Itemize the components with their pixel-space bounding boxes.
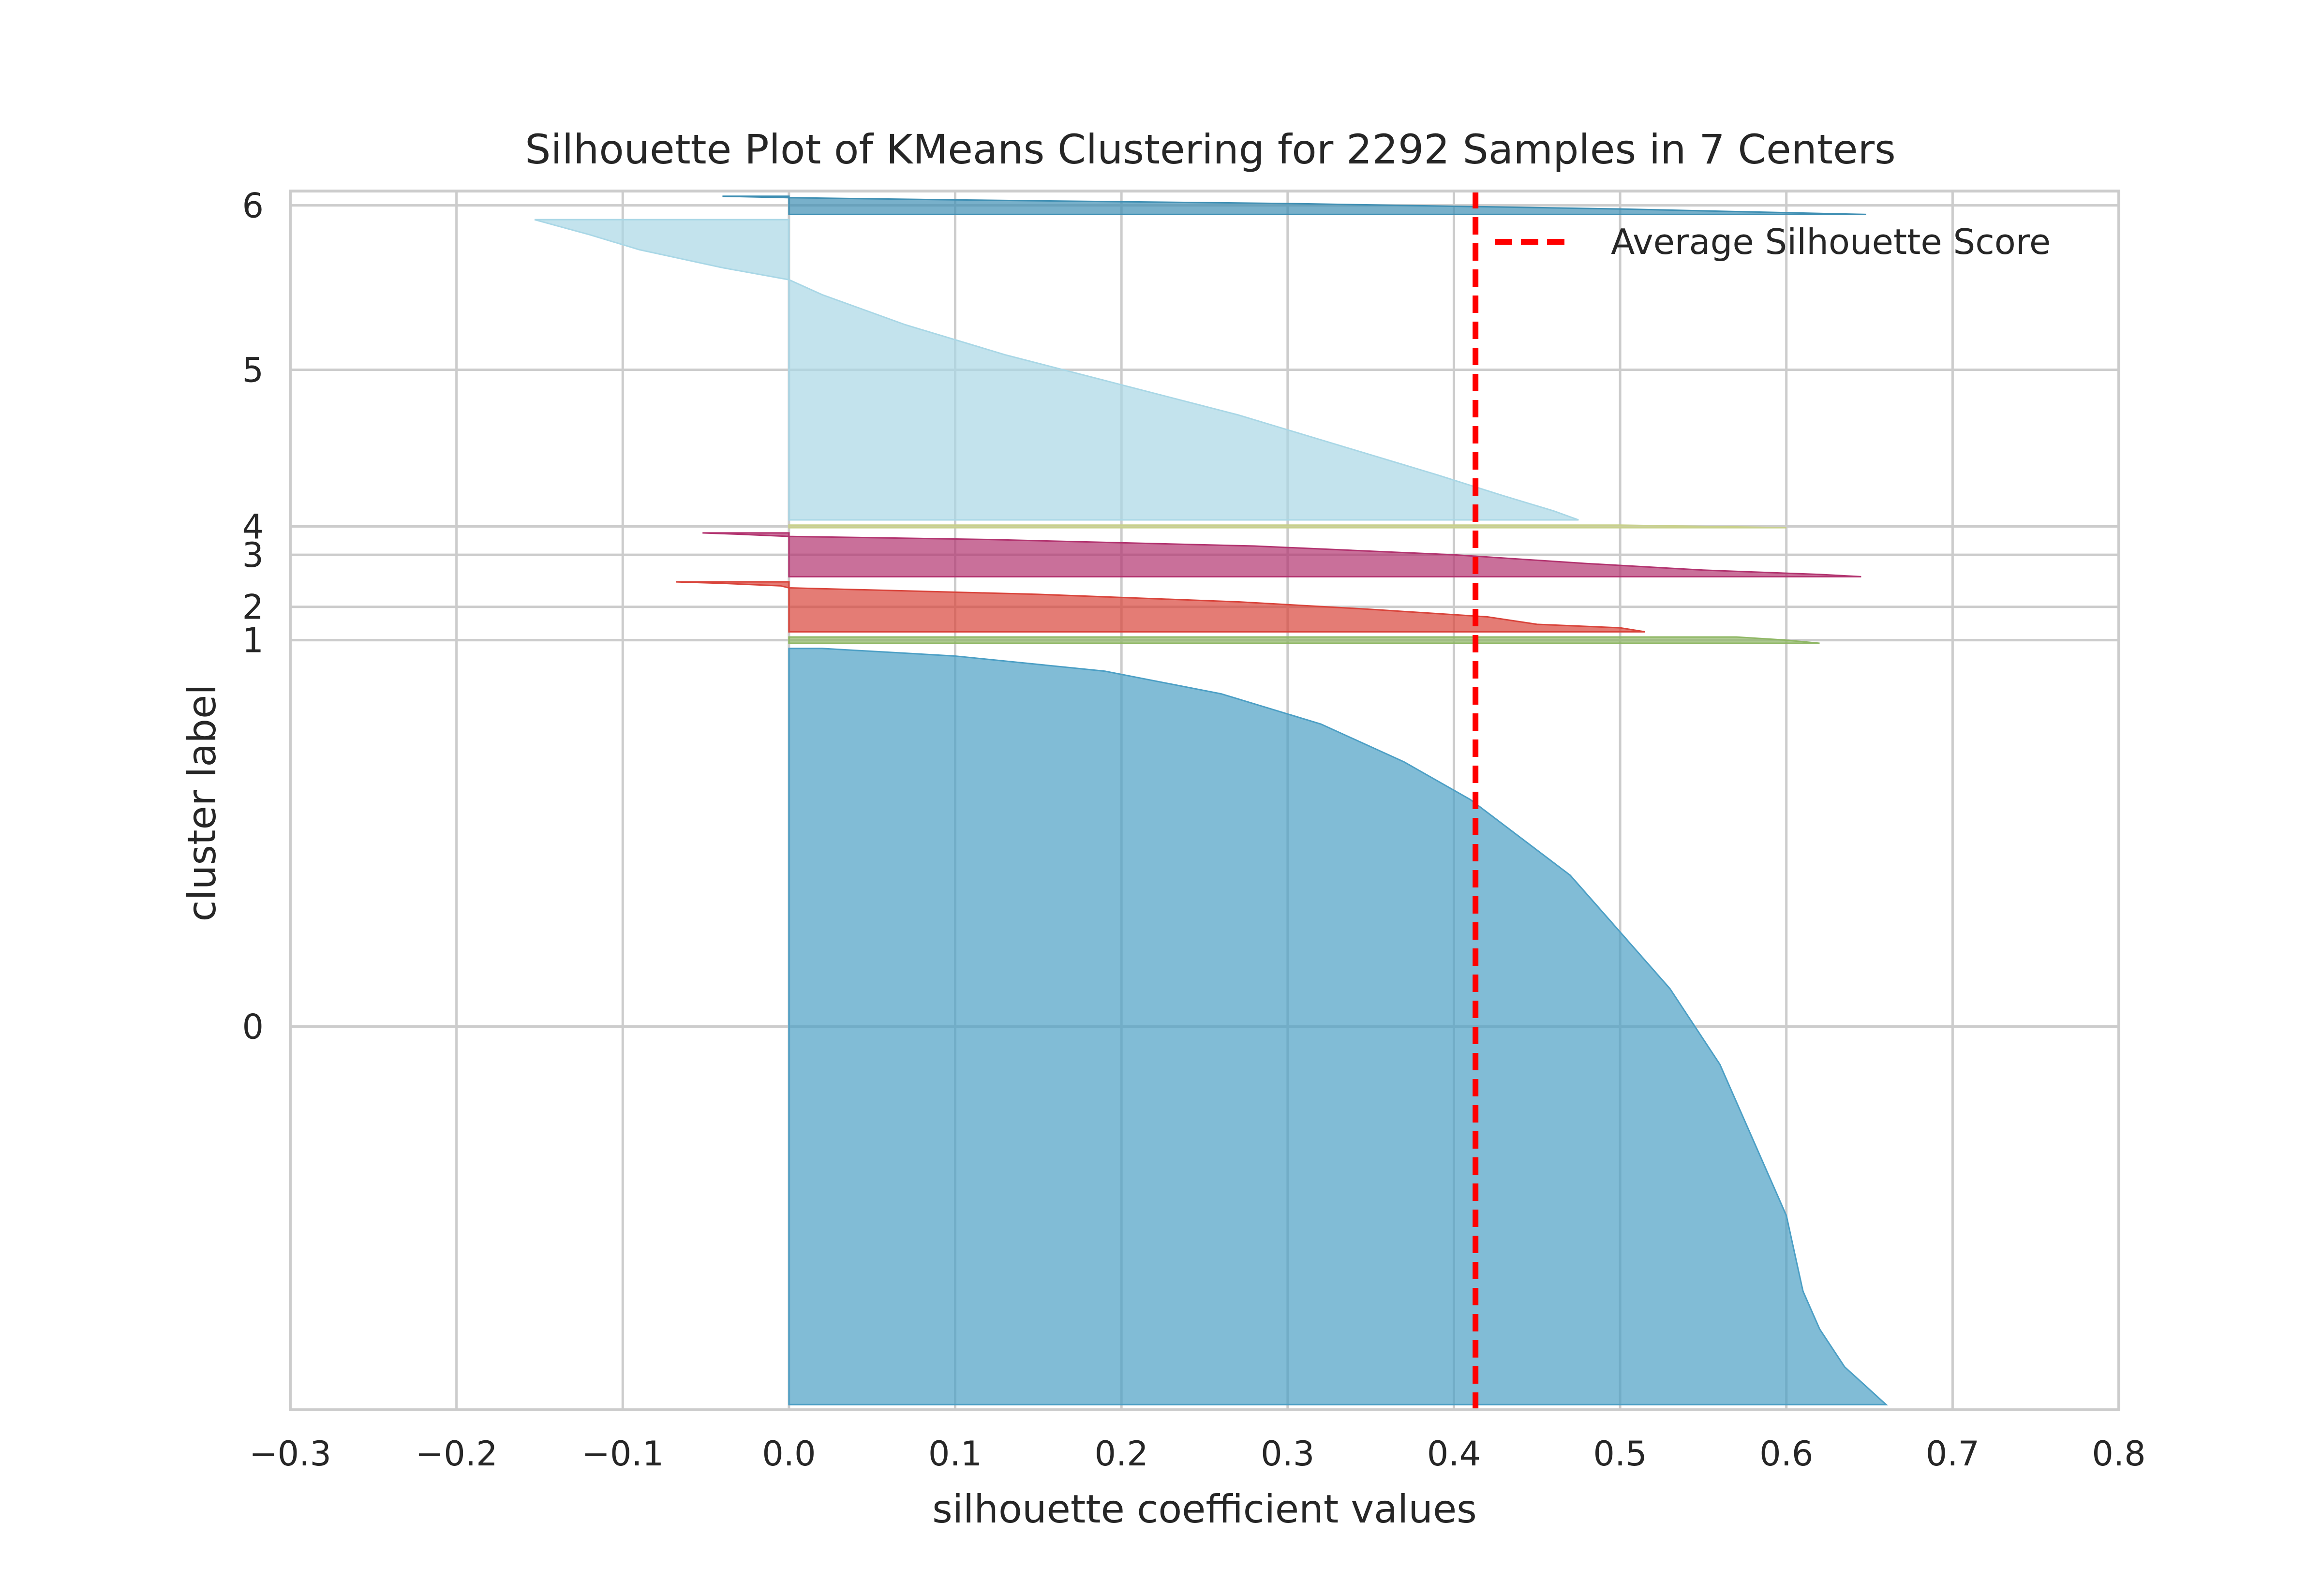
x-tick-label: 0.5 [1593,1434,1647,1474]
x-tick-label: 0.8 [2092,1434,2145,1474]
cluster-4-silhouette [788,524,1786,529]
legend: Average Silhouette Score [1495,222,2051,262]
y-tick-label: 4 [242,507,264,547]
cluster-1-silhouette [788,636,1820,644]
y-axis-label: cluster label [179,684,224,922]
cluster-2-silhouette [676,581,1645,633]
chart-title: Silhouette Plot of KMeans Clustering for… [525,126,1896,173]
y-tick-label: 1 [242,621,264,661]
y-tick-label: 5 [242,351,264,390]
x-tick-label: 0.4 [1427,1434,1481,1474]
x-tick-label: 0.7 [1926,1434,1980,1474]
cluster-6-silhouette [722,195,1866,215]
cluster-areas [534,195,1888,1405]
cluster-3-silhouette [702,532,1861,577]
x-tick-label: −0.3 [249,1434,331,1474]
x-tick-label: 0.3 [1261,1434,1314,1474]
x-tick-label: −0.2 [416,1434,498,1474]
x-tick-label: −0.1 [581,1434,664,1474]
x-tick-label: 0.2 [1095,1434,1148,1474]
x-tick-label: 0.6 [1759,1434,1813,1474]
legend-label: Average Silhouette Score [1611,222,2051,262]
cluster-5-silhouette [534,219,1579,521]
y-tick-label: 0 [242,1007,264,1047]
cluster-0-silhouette [788,648,1888,1405]
x-tick-labels: −0.3 −0.2 −0.1 0.0 0.1 0.2 0.3 0.4 0.5 0.6 0.7 0.8 [249,1434,2146,1474]
x-axis-label: silhouette coefficient values [932,1487,1477,1532]
x-tick-label: 0.0 [762,1434,816,1474]
plot-frame [289,190,2120,1411]
y-tick-label: 6 [242,186,264,226]
y-tick-label: 3 [242,535,264,575]
x-tick-label: 0.1 [928,1434,982,1474]
y-tick-label: 2 [242,588,264,627]
